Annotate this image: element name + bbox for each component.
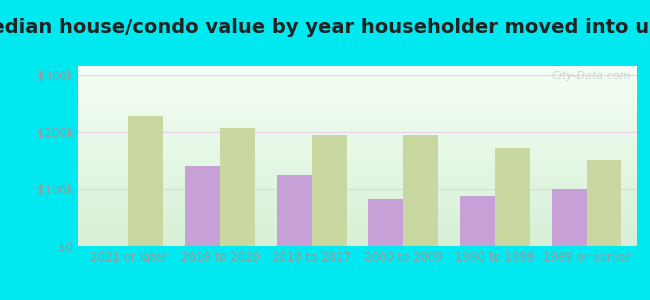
Bar	[220, 128, 255, 246]
Bar	[552, 189, 586, 246]
Bar	[403, 135, 438, 246]
Bar	[369, 199, 403, 246]
Bar	[129, 116, 163, 246]
Bar	[586, 160, 621, 246]
Bar	[277, 175, 312, 246]
Bar	[460, 196, 495, 246]
Text: Median house/condo value by year householder moved into unit: Median house/condo value by year househo…	[0, 18, 650, 37]
Bar	[312, 135, 346, 246]
Bar	[495, 148, 530, 246]
Bar	[185, 166, 220, 246]
Text: City-Data.com: City-Data.com	[552, 71, 631, 81]
